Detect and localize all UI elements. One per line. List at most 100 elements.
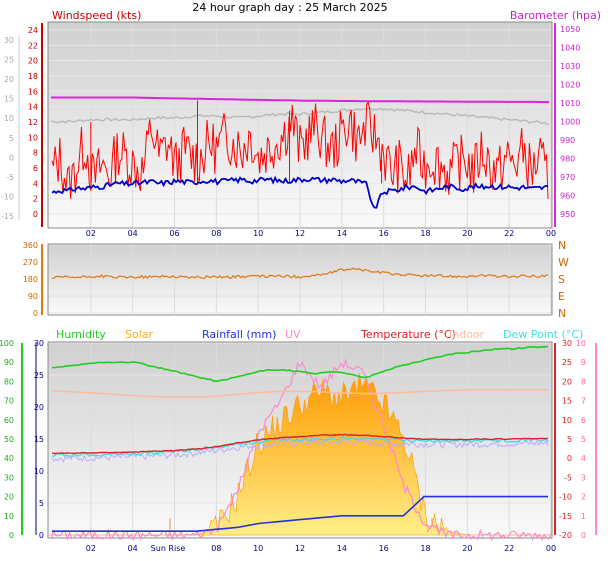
time-tick-label: 20	[462, 229, 472, 238]
humidity-tick-label: 60	[4, 416, 14, 425]
barometer-tick-label: 950	[560, 210, 575, 219]
direction-tick-label: 270	[23, 258, 38, 267]
compass-tick-label: W	[558, 256, 569, 269]
legend-label: Humidity	[56, 328, 106, 341]
humidity-tick-label: 10	[4, 512, 14, 521]
chart-title: 24 hour graph day : 25 March 2025	[192, 1, 387, 14]
inner-left-tick-label: 10	[34, 467, 44, 476]
time-tick-label: 14	[337, 229, 347, 238]
time-tick-label: 10	[253, 229, 263, 238]
time-tick-label: 22	[504, 229, 514, 238]
time-tick-label: 00	[546, 229, 556, 238]
legend-label: Rainfall (mm)	[202, 328, 276, 341]
inner-left-tick-label: 15	[34, 435, 44, 444]
uv-tick-label: 2	[581, 493, 586, 502]
inner-left-tick-label: 30	[34, 339, 44, 348]
time-tick-label: 22	[504, 544, 514, 553]
uv-line	[48, 357, 552, 542]
windspeed-tick-label: 6	[33, 164, 38, 173]
legend-label: Solar	[125, 328, 154, 341]
barometer-line	[51, 96, 550, 104]
barometer-tick-label: 1040	[560, 44, 580, 53]
barometer-tick-label: 1010	[560, 99, 580, 108]
outer-left-tick-label: 15	[4, 95, 14, 104]
windchill-line	[51, 438, 549, 463]
uv-tick-label: 1	[581, 512, 586, 521]
windspeed-tick-label: 22	[28, 41, 38, 50]
inner-left-tick-label: 0	[39, 531, 44, 540]
dewpoint-line	[52, 436, 549, 457]
direction-tick-label: 90	[28, 292, 38, 301]
temperature-tick-label: -5	[564, 473, 572, 482]
barometer-tick-label: 990	[560, 136, 575, 145]
compass-tick-label: N	[558, 307, 566, 320]
windspeed-tick-label: 10	[28, 133, 38, 142]
humidity-tick-label: 0	[9, 531, 14, 540]
temperature-tick-label: 30	[562, 339, 572, 348]
temperature-tick-label: 20	[562, 377, 572, 386]
uv-tick-label: 5	[581, 435, 586, 444]
outer-left-tick-label: 10	[4, 114, 14, 123]
barometer-tick-label: 1050	[560, 25, 580, 34]
outer-left-tick-label: 30	[4, 36, 14, 45]
windspeed-tick-label: 20	[28, 57, 38, 66]
barometer-tick-label: 970	[560, 173, 575, 182]
windspeed-tick-label: 0	[33, 210, 38, 219]
temperature-tick-label: -15	[559, 512, 572, 521]
time-tick-label: 10	[253, 544, 263, 553]
temperature-tick-label: 0	[567, 454, 572, 463]
temperature-tick-label: 10	[562, 416, 572, 425]
time-tick-label: 06	[169, 229, 179, 238]
legend-label: Indoor	[449, 328, 485, 341]
legend-label: Temperature (°C)	[360, 328, 456, 341]
time-tick-label: 16	[379, 229, 389, 238]
humidity-tick-label: 90	[4, 358, 14, 367]
time-tick-label: 02	[86, 544, 96, 553]
barometer-label: Barometer (hpa)	[510, 9, 601, 22]
time-tick-label: 18	[420, 544, 430, 553]
temperature-line	[51, 433, 549, 455]
uv-tick-label: 8	[581, 377, 586, 386]
direction-tick-label: 180	[23, 275, 38, 284]
temperature-tick-label: -20	[559, 531, 572, 540]
inner-left-tick-label: 25	[34, 371, 44, 380]
climate-axes: 0510152025300102030405060708090100-20-15…	[0, 339, 597, 553]
compass-tick-label: S	[558, 273, 565, 286]
humidity-tick-label: 20	[4, 493, 14, 502]
windspeed-tick-label: 14	[28, 103, 38, 112]
sunrise-label: Sun Rise	[151, 544, 186, 553]
gust-line	[51, 101, 549, 199]
direction-tick-label: 0	[33, 309, 38, 318]
humidity-tick-label: 40	[4, 454, 14, 463]
uv-tick-label: 0	[581, 531, 586, 540]
time-tick-label: 08	[211, 229, 221, 238]
climate-series	[48, 345, 552, 542]
direction-line	[51, 267, 549, 280]
outer-left-tick-label: 5	[9, 134, 14, 143]
barometer-tick-label: 1020	[560, 81, 580, 90]
windspeed-avg-line	[51, 175, 549, 209]
climate-legend: Humidity Solar Rainfall (mm) UV Temperature …	[56, 328, 583, 341]
time-tick-label: 02	[86, 229, 96, 238]
time-tick-label: 20	[462, 544, 472, 553]
time-tick-label: 00	[546, 544, 556, 553]
inner-left-tick-label: 5	[39, 499, 44, 508]
outer-left-tick-label: 20	[4, 75, 14, 84]
time-tick-label: 04	[128, 544, 138, 553]
wind-series	[50, 96, 550, 209]
time-tick-label: 16	[379, 544, 389, 553]
windspeed-tick-label: 4	[33, 179, 38, 188]
rainfall-line	[52, 495, 548, 533]
temperature-tick-label: 15	[562, 397, 572, 406]
uv-tick-label: 6	[581, 416, 586, 425]
humidity-tick-label: 50	[4, 435, 14, 444]
barometer-tick-label: 1030	[560, 62, 580, 71]
windspeed-tick-label: 2	[33, 195, 38, 204]
windspeed-tick-label: 18	[28, 72, 38, 81]
humidity-tick-label: 30	[4, 473, 14, 482]
direction-series	[51, 267, 549, 280]
time-tick-label: 08	[211, 544, 221, 553]
windspeed-label: Windspeed (kts)	[52, 9, 141, 22]
uv-tick-label: 7	[581, 397, 586, 406]
